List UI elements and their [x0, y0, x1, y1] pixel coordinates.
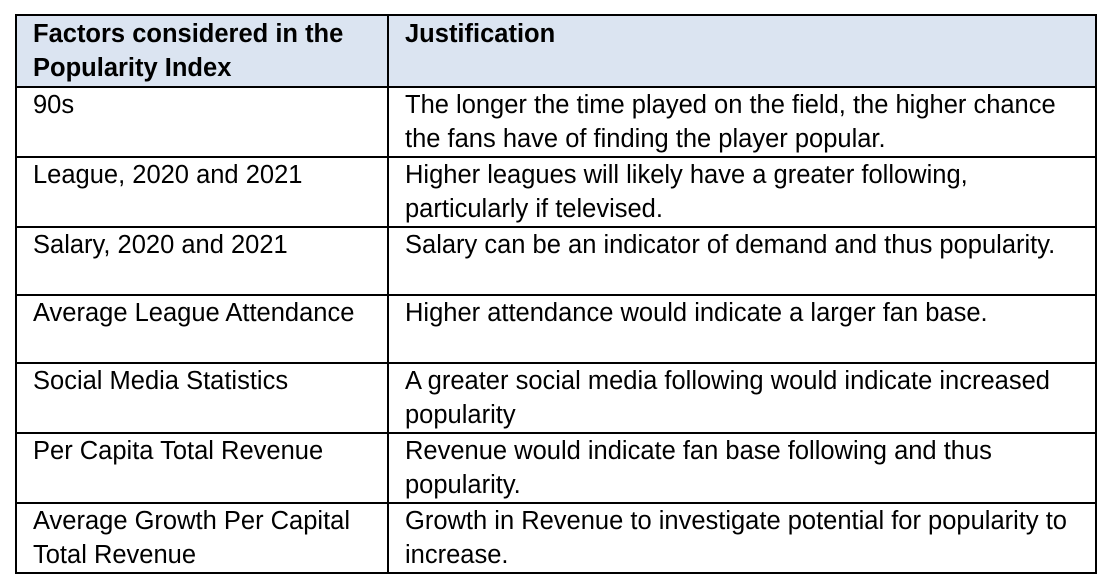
table-row: League, 2020 and 2021 Higher leagues wil…	[15, 156, 1097, 228]
justification-cell: Higher leagues will likely have a greate…	[387, 156, 1097, 228]
justification-cell: Salary can be an indicator of demand and…	[387, 226, 1097, 296]
factor-cell: 90s	[15, 86, 389, 158]
popularity-factors-table: Factors considered in the Popularity Ind…	[15, 14, 1097, 574]
popularity-factors-table-container: Factors considered in the Popularity Ind…	[15, 14, 1097, 574]
justification-cell: Growth in Revenue to investigate potenti…	[387, 502, 1097, 574]
justification-cell: Higher attendance would indicate a large…	[387, 294, 1097, 364]
factor-cell: Per Capita Total Revenue	[15, 432, 389, 504]
factor-cell: Average Growth Per Capital Total Revenue	[15, 502, 389, 574]
table-row: 90s The longer the time played on the fi…	[15, 86, 1097, 158]
header-factors: Factors considered in the Popularity Ind…	[15, 14, 389, 88]
justification-cell: A greater social media following would i…	[387, 362, 1097, 434]
justification-cell: The longer the time played on the field,…	[387, 86, 1097, 158]
table-row: Social Media Statistics A greater social…	[15, 362, 1097, 434]
table-row: Per Capita Total Revenue Revenue would i…	[15, 432, 1097, 504]
header-justification: Justification	[387, 14, 1097, 88]
factor-cell: Social Media Statistics	[15, 362, 389, 434]
table-header: Factors considered in the Popularity Ind…	[15, 14, 1097, 88]
header-row: Factors considered in the Popularity Ind…	[15, 14, 1097, 88]
table-row: Salary, 2020 and 2021 Salary can be an i…	[15, 226, 1097, 296]
table-row: Average Growth Per Capital Total Revenue…	[15, 502, 1097, 574]
table-row: Average League Attendance Higher attenda…	[15, 294, 1097, 364]
table-body: 90s The longer the time played on the fi…	[15, 86, 1097, 574]
factor-cell: League, 2020 and 2021	[15, 156, 389, 228]
factor-cell: Average League Attendance	[15, 294, 389, 364]
factor-cell: Salary, 2020 and 2021	[15, 226, 389, 296]
justification-cell: Revenue would indicate fan base followin…	[387, 432, 1097, 504]
